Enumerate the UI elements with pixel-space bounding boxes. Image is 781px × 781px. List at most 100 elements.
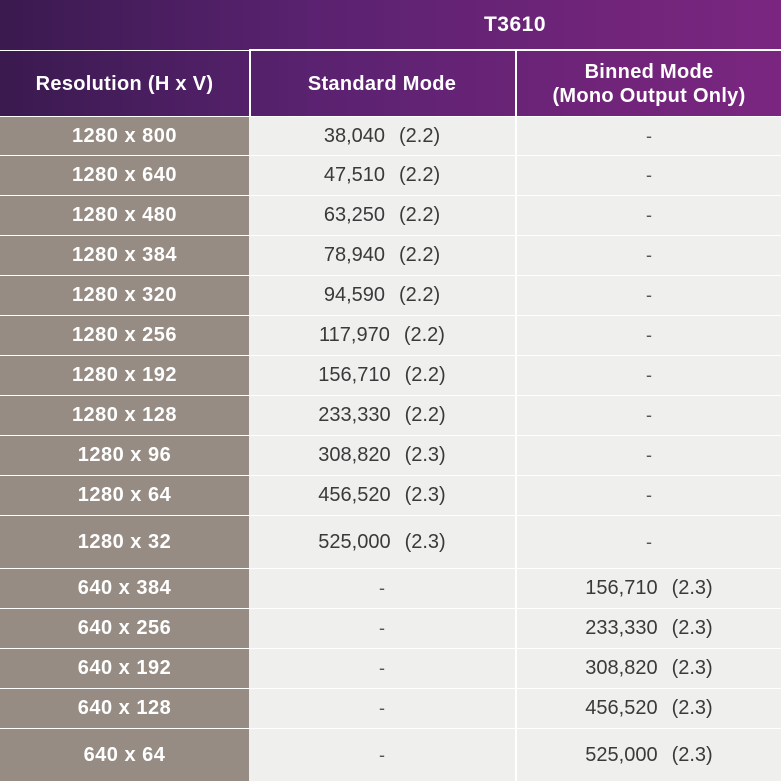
- standard-mode-cell: 308,820 (2.3): [249, 436, 517, 475]
- standard-mode-cell: -: [249, 569, 517, 608]
- standard-mode-cell: -: [249, 689, 517, 728]
- standard-mode-note: (2.3): [404, 530, 446, 553]
- standard-mode-value: 117,970: [319, 324, 390, 346]
- standard-mode-note: (2.2): [403, 324, 445, 346]
- binned-mode-value: 233,330: [585, 617, 658, 639]
- table-body: 1280 x 800 38,040 (2.2) - 1280 x 640 47,510 (2…: [0, 116, 781, 781]
- resolution-cell: 1280 x 192: [0, 356, 249, 395]
- binned-mode-value: -: [646, 365, 652, 385]
- resolution-cell: 1280 x 320: [0, 276, 249, 315]
- standard-mode-cell: 47,510 (2.2): [249, 156, 517, 195]
- table-header-top: [0, 0, 781, 50]
- standard-mode-cell: 38,040 (2.2): [249, 117, 517, 155]
- table-row: 1280 x 256 117,970 (2.2) -: [0, 315, 781, 355]
- standard-mode-value: -: [379, 658, 385, 678]
- binned-mode-value: -: [646, 485, 652, 505]
- table-row: 1280 x 128 233,330 (2.2) -: [0, 395, 781, 435]
- column-header-resolution: Resolution (H x V): [35, 72, 214, 95]
- table-row: 1280 x 640 47,510 (2.2) -: [0, 155, 781, 195]
- standard-mode-note: (2.2): [404, 364, 446, 386]
- standard-mode-value: -: [379, 618, 385, 638]
- binned-mode-cell: 525,000 (2.3): [517, 729, 781, 781]
- resolution-cell: 1280 x 800: [0, 117, 249, 155]
- resolution-cell: 1280 x 480: [0, 196, 249, 235]
- binned-mode-value: -: [646, 125, 652, 146]
- standard-mode-note: (2.2): [404, 404, 446, 426]
- binned-mode-cell: -: [517, 156, 781, 195]
- standard-mode-cell: 63,250 (2.2): [249, 196, 517, 235]
- resolution-cell: 1280 x 128: [0, 396, 249, 435]
- standard-mode-note: (2.2): [399, 244, 441, 266]
- table-header-row: Resolution (H x V) Standard Mode Binned …: [0, 51, 781, 116]
- standard-mode-value: 78,940: [323, 244, 386, 266]
- resolution-cell: 640 x 256: [0, 609, 249, 648]
- standard-mode-cell: -: [249, 649, 517, 688]
- standard-mode-value: 456,520: [318, 484, 391, 506]
- standard-mode-cell: 156,710 (2.2): [249, 356, 517, 395]
- standard-mode-cell: 117,970 (2.2): [249, 316, 517, 355]
- column-divider: [249, 51, 251, 116]
- standard-mode-value: -: [379, 698, 385, 718]
- resolution-cell: 1280 x 640: [0, 156, 249, 195]
- binned-mode-cell: 233,330 (2.3): [517, 609, 781, 648]
- binned-mode-value: -: [646, 325, 652, 345]
- standard-mode-value: 156,710: [318, 364, 391, 386]
- binned-header-line2: (Mono Output Only): [552, 84, 746, 107]
- standard-mode-value: 308,820: [318, 444, 391, 466]
- table-row: 640 x 128 - 456,520 (2.3): [0, 688, 781, 728]
- binned-mode-cell: 456,520 (2.3): [517, 689, 781, 728]
- table-row: 640 x 192 - 308,820 (2.3): [0, 648, 781, 688]
- standard-mode-value: 38,040: [323, 124, 386, 147]
- table-row: 640 x 256 - 233,330 (2.3): [0, 608, 781, 648]
- standard-mode-cell: 94,590 (2.2): [249, 276, 517, 315]
- binned-mode-value: -: [646, 245, 652, 265]
- binned-mode-value: -: [646, 165, 652, 185]
- standard-mode-cell: -: [249, 729, 517, 781]
- table-row: 640 x 64 - 525,000 (2.3): [0, 728, 781, 781]
- resolution-cell: 1280 x 256: [0, 316, 249, 355]
- binned-mode-note: (2.3): [671, 617, 713, 639]
- binned-mode-cell: -: [517, 276, 781, 315]
- binned-mode-cell: -: [517, 396, 781, 435]
- binned-mode-value: -: [646, 205, 652, 225]
- binned-mode-value: -: [646, 531, 652, 552]
- binned-mode-cell: -: [517, 476, 781, 515]
- column-header-binned-mode: Binned Mode (Mono Output Only): [517, 51, 781, 116]
- resolution-cell: 640 x 64: [0, 729, 249, 781]
- binned-mode-cell: -: [517, 436, 781, 475]
- resolution-cell: 1280 x 96: [0, 436, 249, 475]
- binned-mode-cell: 308,820 (2.3): [517, 649, 781, 688]
- standard-mode-value: -: [379, 578, 385, 598]
- column-header-standard-mode: Standard Mode: [307, 72, 457, 95]
- binned-mode-cell: -: [517, 236, 781, 275]
- table-row: 1280 x 64 456,520 (2.3) -: [0, 475, 781, 515]
- binned-mode-value: 456,520: [585, 697, 658, 719]
- binned-mode-cell: -: [517, 316, 781, 355]
- binned-mode-value: 156,710: [585, 577, 658, 599]
- standard-mode-cell: 78,940 (2.2): [249, 236, 517, 275]
- binned-mode-value: -: [646, 405, 652, 425]
- standard-mode-note: (2.3): [404, 484, 446, 506]
- table-row: 640 x 384 - 156,710 (2.3): [0, 568, 781, 608]
- standard-mode-note: (2.3): [404, 444, 446, 466]
- standard-mode-value: -: [379, 744, 385, 765]
- standard-mode-value: 63,250: [323, 204, 386, 226]
- binned-mode-note: (2.3): [671, 743, 713, 766]
- binned-header-line1: Binned Mode: [584, 60, 714, 83]
- standard-mode-value: 525,000: [318, 530, 391, 553]
- table-row: 1280 x 96 308,820 (2.3) -: [0, 435, 781, 475]
- binned-mode-note: (2.3): [671, 657, 713, 679]
- table-row: 1280 x 800 38,040 (2.2) -: [0, 116, 781, 155]
- standard-mode-note: (2.2): [399, 284, 441, 306]
- table-row: 1280 x 32 525,000 (2.3) -: [0, 515, 781, 568]
- binned-mode-value: 525,000: [585, 743, 658, 766]
- binned-mode-cell: -: [517, 356, 781, 395]
- table-row: 1280 x 480 63,250 (2.2) -: [0, 195, 781, 235]
- standard-mode-value: 94,590: [323, 284, 386, 306]
- binned-mode-value: -: [646, 285, 652, 305]
- resolution-cell: 1280 x 64: [0, 476, 249, 515]
- standard-mode-value: 233,330: [318, 404, 391, 426]
- binned-mode-cell: -: [517, 516, 781, 568]
- binned-mode-cell: -: [517, 196, 781, 235]
- resolution-cell: 640 x 192: [0, 649, 249, 688]
